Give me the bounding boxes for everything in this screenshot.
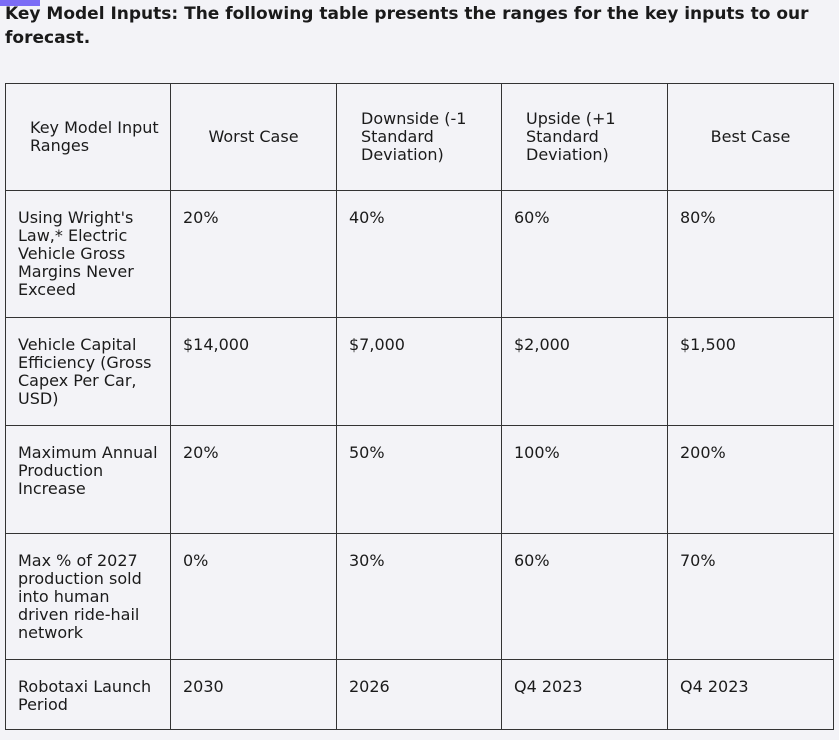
cell-worst-case: 2030 [170, 659, 337, 730]
cell-upside: Q4 2023 [501, 659, 668, 730]
cell-worst-case: 0% [170, 533, 337, 660]
row-label-gross-margins: Using Wright's Law,* Electric Vehicle Gr… [5, 190, 171, 318]
cell-downside: 2026 [336, 659, 502, 730]
table-header-row: Key Model Input Ranges Worst Case Downsi… [5, 83, 834, 191]
cell-upside: 60% [501, 190, 668, 318]
cell-best-case: $1,500 [667, 317, 834, 426]
cell-upside: 60% [501, 533, 668, 660]
header-worst-case: Worst Case [170, 83, 337, 191]
cell-worst-case: $14,000 [170, 317, 337, 426]
cell-best-case: 200% [667, 425, 834, 534]
row-label-robotaxi-launch: Robotaxi Launch Period [5, 659, 171, 730]
cell-downside: $7,000 [336, 317, 502, 426]
key-inputs-table: Key Model Input Ranges Worst Case Downsi… [5, 83, 834, 730]
header-upside: Upside (+1 Standard Deviation) [501, 83, 668, 191]
row-label-production-increase: Maximum Annual Production Increase [5, 425, 171, 534]
table-row: Robotaxi Launch Period 2030 2026 Q4 2023… [5, 659, 834, 730]
accent-bar [0, 0, 40, 6]
header-input-ranges: Key Model Input Ranges [5, 83, 171, 191]
row-label-capital-efficiency: Vehicle Capital Efficiency (Gross Capex … [5, 317, 171, 426]
header-downside: Downside (-1 Standard Deviation) [336, 83, 502, 191]
cell-upside: 100% [501, 425, 668, 534]
table-row: Vehicle Capital Efficiency (Gross Capex … [5, 317, 834, 426]
row-label-ride-hail-share: Max % of 2027 production sold into human… [5, 533, 171, 660]
cell-worst-case: 20% [170, 425, 337, 534]
cell-worst-case: 20% [170, 190, 337, 318]
cell-downside: 40% [336, 190, 502, 318]
header-best-case: Best Case [667, 83, 834, 191]
table-row: Using Wright's Law,* Electric Vehicle Gr… [5, 190, 834, 318]
cell-downside: 50% [336, 425, 502, 534]
table-row: Max % of 2027 production sold into human… [5, 533, 834, 660]
cell-upside: $2,000 [501, 317, 668, 426]
cell-best-case: 80% [667, 190, 834, 318]
table-row: Maximum Annual Production Increase 20% 5… [5, 425, 834, 534]
table-caption: Key Model Inputs: The following table pr… [5, 4, 809, 48]
cell-best-case: 70% [667, 533, 834, 660]
cell-downside: 30% [336, 533, 502, 660]
cell-best-case: Q4 2023 [667, 659, 834, 730]
